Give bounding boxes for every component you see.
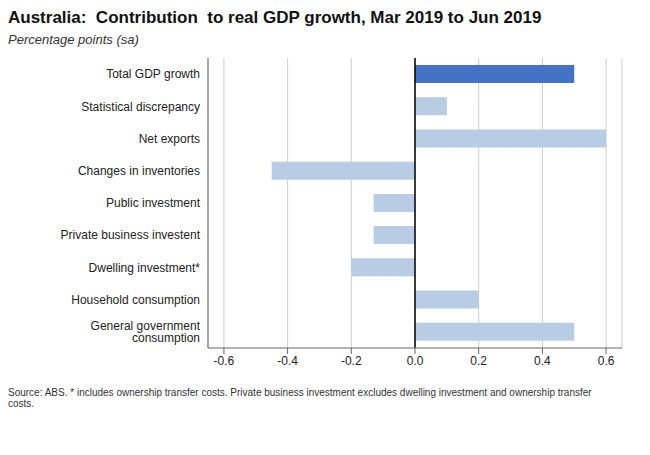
- svg-text:Dwelling investment*: Dwelling investment*: [89, 261, 201, 275]
- svg-text:Public investment: Public investment: [106, 196, 201, 210]
- svg-text:Private business investent: Private business investent: [61, 228, 201, 242]
- svg-text:0.4: 0.4: [534, 354, 551, 368]
- svg-text:Net exports: Net exports: [139, 132, 200, 146]
- svg-text:-0.6: -0.6: [214, 354, 235, 368]
- svg-text:General governmentconsumption: General governmentconsumption: [91, 319, 201, 345]
- svg-text:Total GDP growth: Total GDP growth: [106, 67, 200, 81]
- svg-text:Changes in inventories: Changes in inventories: [78, 164, 200, 178]
- svg-text:0.0: 0.0: [407, 354, 424, 368]
- svg-text:Household consumption: Household consumption: [71, 293, 200, 307]
- svg-text:0.6: 0.6: [598, 354, 615, 368]
- svg-text:Statistical discrepancy: Statistical discrepancy: [81, 100, 200, 114]
- html-text:Australia: Contribution to rea: Australia: Contribution to real GDP grow…: [8, 8, 542, 27]
- svg-text:0.2: 0.2: [470, 354, 487, 368]
- svg-text:-0.4: -0.4: [277, 354, 298, 368]
- html-text:Source: ABS. * includes owners: Source: ABS. * includes ownership transf…: [8, 387, 592, 409]
- html-text:Percentage points (sa): Percentage points (sa): [8, 32, 139, 47]
- svg-text:-0.2: -0.2: [341, 354, 362, 368]
